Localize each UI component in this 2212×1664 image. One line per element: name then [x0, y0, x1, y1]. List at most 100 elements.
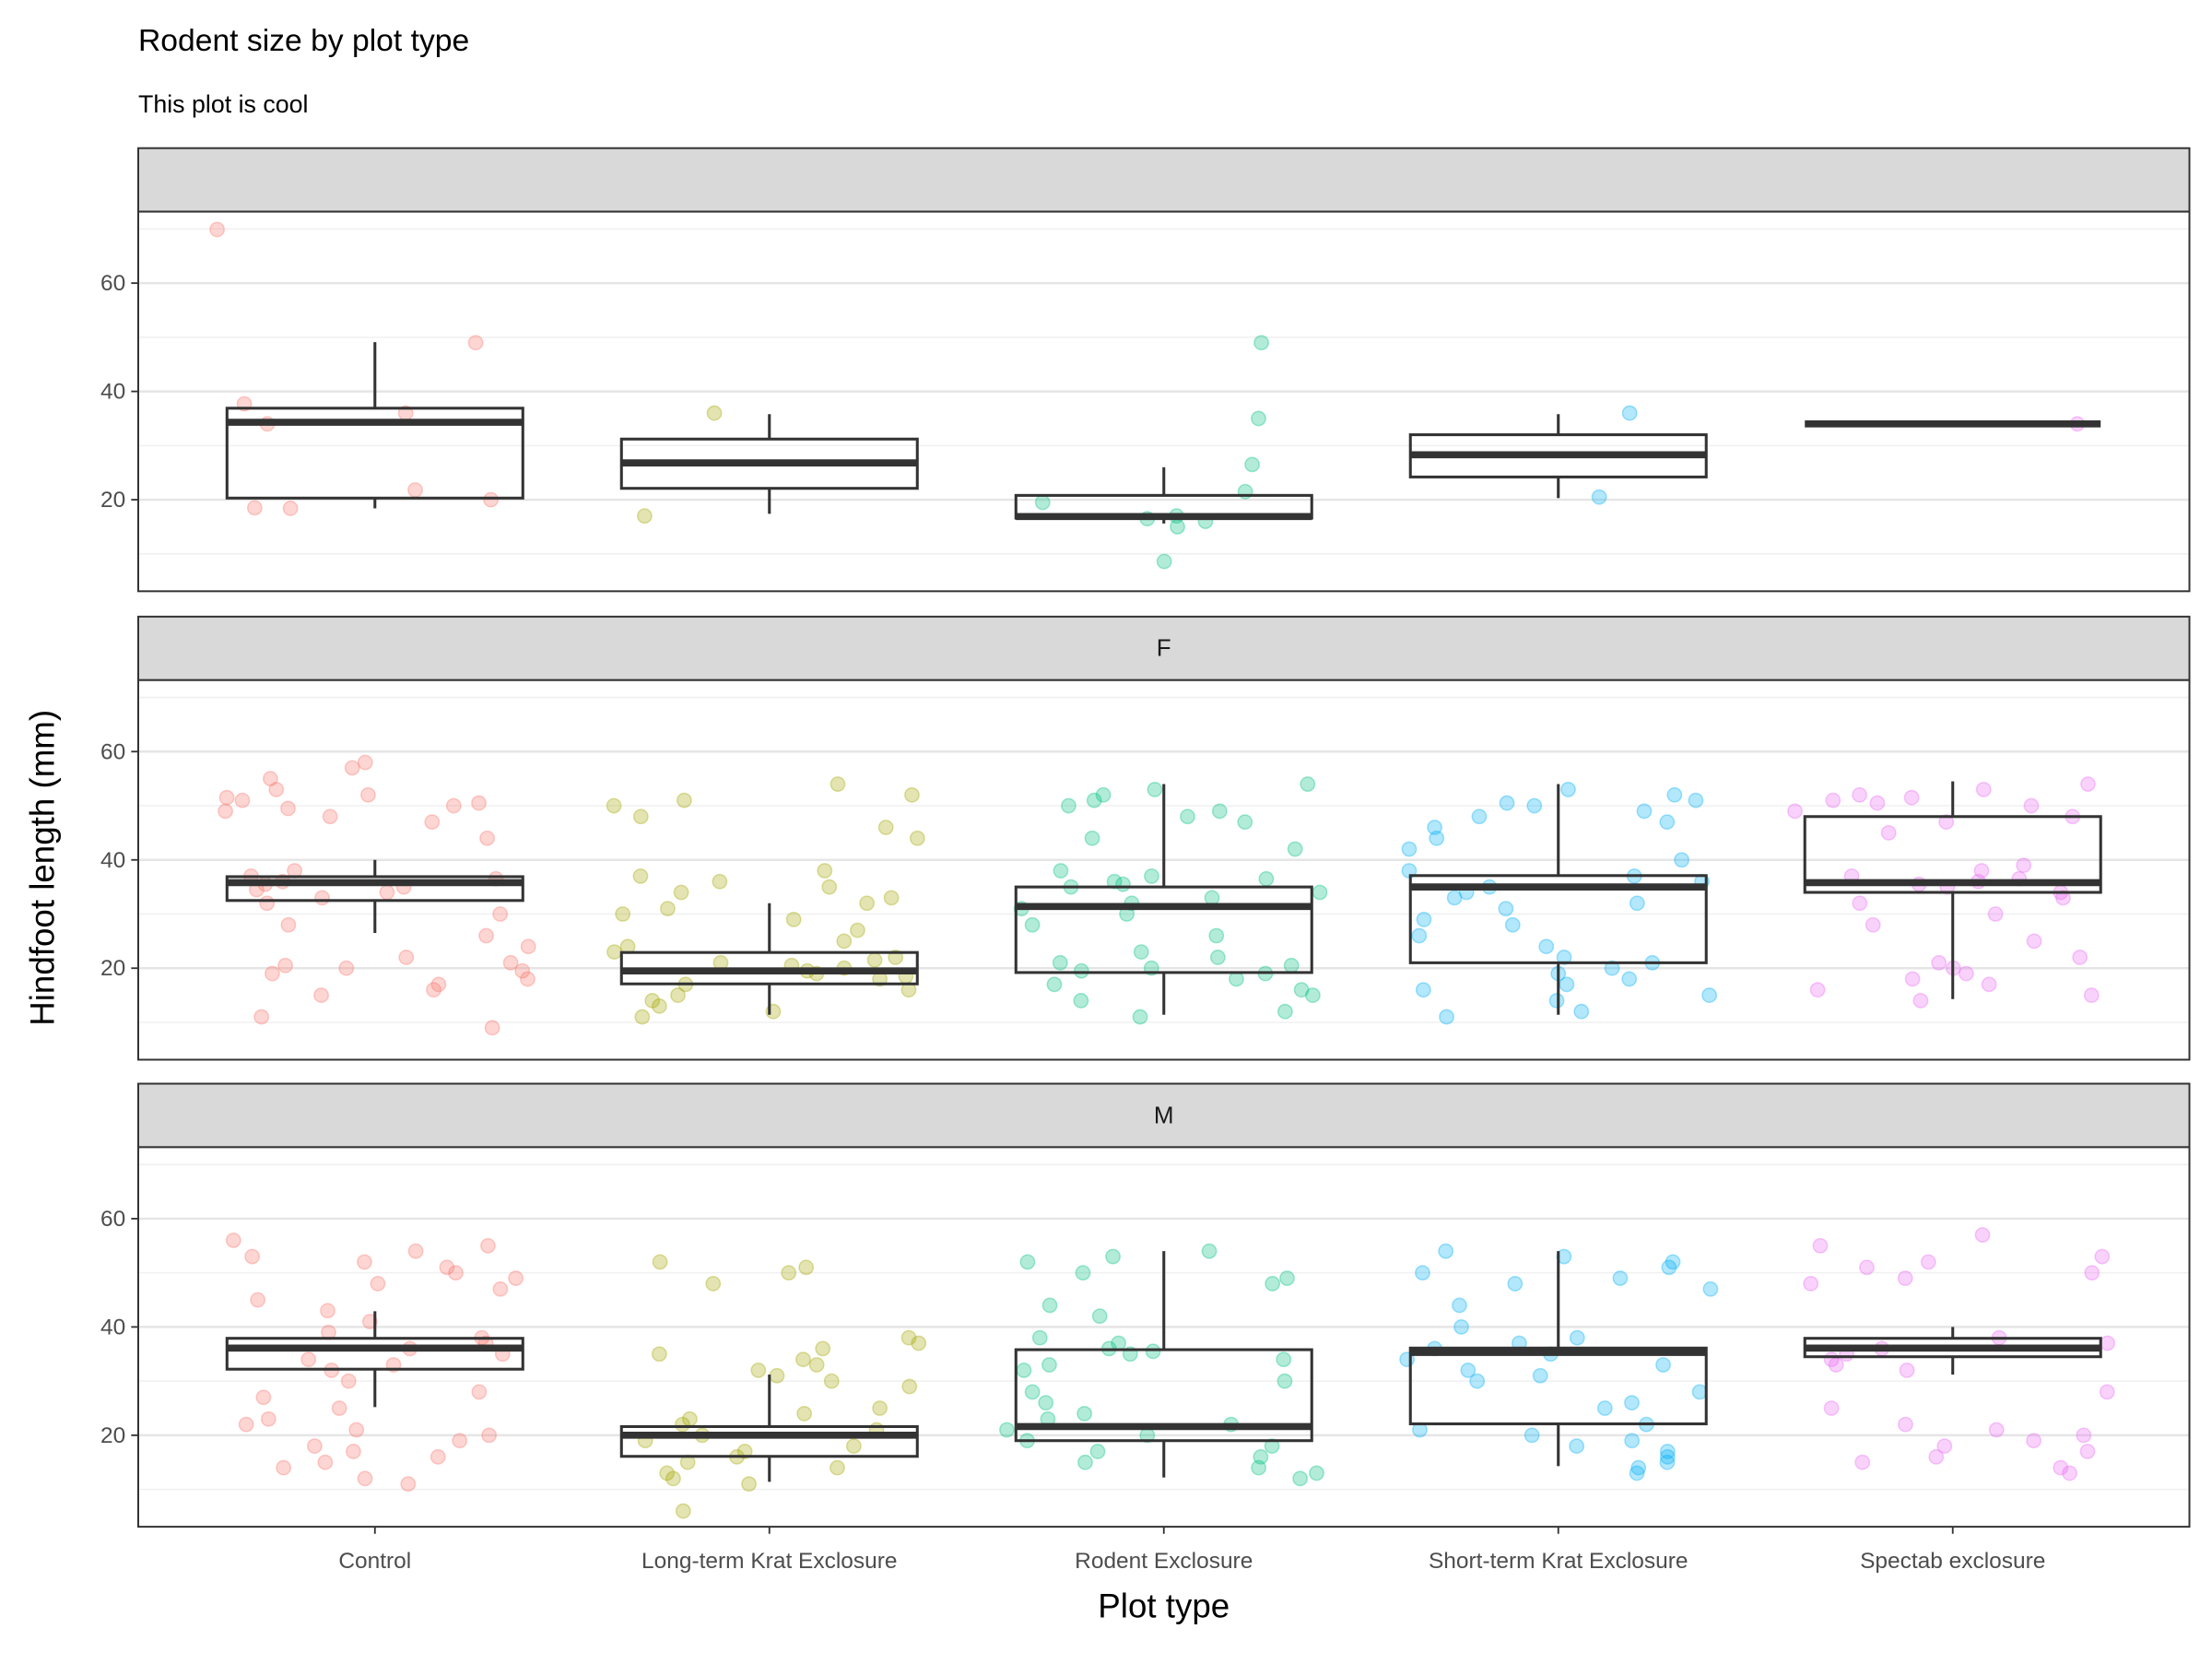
point	[445, 797, 462, 814]
point	[1204, 890, 1220, 906]
y-tick-label: 20	[100, 956, 125, 981]
point	[1209, 950, 1226, 965]
point	[1145, 1343, 1161, 1360]
point	[1132, 1009, 1148, 1025]
point	[255, 1389, 272, 1406]
point	[1446, 890, 1463, 906]
point	[1147, 781, 1163, 797]
point	[1091, 1308, 1108, 1325]
point	[218, 803, 233, 820]
point	[2023, 797, 2040, 814]
strip	[137, 1082, 2191, 1149]
point	[348, 1422, 365, 1438]
point	[830, 776, 846, 792]
box	[225, 875, 524, 903]
point	[1031, 1329, 1048, 1346]
panel-border	[137, 679, 2191, 1061]
point	[1659, 1444, 1676, 1459]
point	[2099, 1384, 2115, 1400]
point	[1958, 965, 1974, 982]
x-tick-label: Spectab exclosure	[1860, 1549, 2045, 1574]
strip-label: F	[1157, 634, 1171, 662]
point	[492, 1280, 509, 1297]
point	[1524, 1427, 1540, 1444]
point	[1180, 808, 1195, 825]
point	[660, 901, 676, 917]
point	[1974, 1227, 1991, 1243]
point	[632, 808, 649, 825]
point	[1825, 792, 1841, 808]
x-tick-label: Short-term Krat Exclosure	[1429, 1549, 1688, 1574]
point	[1019, 1254, 1036, 1270]
strip	[137, 615, 2191, 681]
point	[265, 965, 280, 982]
point	[2083, 987, 2100, 1004]
point	[1630, 1459, 1647, 1476]
point	[260, 1410, 276, 1427]
point	[866, 951, 883, 968]
point	[430, 976, 447, 993]
box	[1014, 1348, 1313, 1443]
point	[1251, 1459, 1267, 1476]
point	[280, 800, 296, 817]
point	[1237, 814, 1253, 831]
point	[821, 879, 838, 895]
box	[619, 1424, 919, 1458]
point	[2080, 776, 2096, 792]
point	[2084, 1265, 2100, 1281]
point	[1279, 1270, 1295, 1286]
panel-background	[138, 211, 2190, 592]
point	[741, 1476, 758, 1493]
point	[1865, 916, 1881, 933]
point	[357, 754, 373, 771]
point	[1823, 1400, 1840, 1416]
point	[1052, 954, 1068, 971]
point	[676, 792, 692, 808]
y-axis-title: Hindfoot length (mm)	[24, 710, 62, 1026]
y-tick-label: 40	[100, 1315, 125, 1339]
point	[652, 1254, 668, 1270]
point	[1880, 824, 1897, 841]
point	[370, 1275, 386, 1292]
point	[1208, 927, 1225, 944]
point	[2079, 1444, 2096, 1459]
point	[1975, 781, 1992, 797]
point	[1415, 982, 1431, 998]
point	[673, 884, 689, 901]
point	[1073, 962, 1089, 979]
point	[253, 1009, 270, 1025]
point	[1264, 1438, 1280, 1455]
point	[1560, 781, 1576, 797]
point	[1573, 1003, 1590, 1020]
point	[670, 987, 686, 1004]
point	[1293, 982, 1310, 998]
point	[1912, 993, 1929, 1009]
point	[1498, 901, 1514, 917]
point	[795, 1351, 811, 1368]
point	[1812, 1237, 1829, 1254]
point	[830, 1459, 845, 1476]
point	[1859, 1259, 1875, 1276]
point	[262, 771, 278, 787]
point	[300, 1351, 317, 1368]
point	[1016, 1362, 1032, 1378]
point	[1507, 1275, 1524, 1292]
point	[1898, 1416, 1913, 1433]
point	[1024, 916, 1041, 933]
point	[471, 795, 487, 811]
point	[2072, 950, 2088, 965]
point	[1038, 1395, 1054, 1411]
point	[282, 501, 299, 516]
point	[238, 1416, 254, 1433]
point	[651, 997, 667, 1014]
point	[1427, 820, 1443, 835]
point	[1629, 1465, 1645, 1481]
point	[1691, 1384, 1708, 1400]
box	[225, 1337, 524, 1371]
box	[1408, 1346, 1708, 1426]
point	[1201, 1243, 1218, 1259]
point	[808, 1357, 825, 1373]
point	[1931, 954, 1947, 971]
point	[1899, 1362, 1915, 1378]
point	[1903, 789, 1920, 806]
